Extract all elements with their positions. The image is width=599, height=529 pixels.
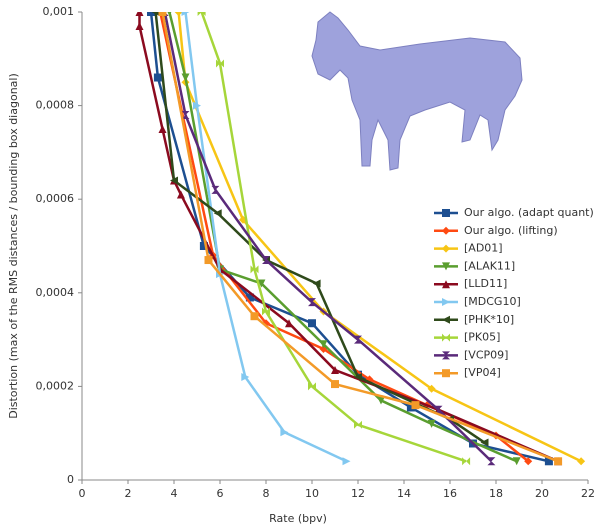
x-tick-label: 4 [171, 487, 178, 500]
legend-label: Our algo. (lifting) [464, 224, 558, 237]
legend-label: [AD01] [464, 242, 503, 255]
x-tick-label: 12 [351, 487, 365, 500]
data-point [159, 8, 167, 16]
data-point [331, 380, 339, 388]
y-tick-label: 0,0006 [36, 192, 75, 205]
data-point [462, 457, 470, 465]
data-point [554, 457, 562, 465]
data-point [343, 457, 351, 465]
legend-label: [VP04] [464, 366, 501, 379]
legend-label: [VCP09] [464, 348, 508, 361]
x-tick-label: 18 [489, 487, 503, 500]
x-tick-label: 2 [125, 487, 132, 500]
data-point [354, 421, 362, 429]
legend-label: [PK05] [464, 331, 500, 344]
legend-label: [LLD11] [464, 277, 507, 290]
legend-label: [PHK*10] [464, 313, 514, 326]
x-tick-label: 6 [217, 487, 224, 500]
data-point [177, 191, 185, 199]
data-point [251, 312, 259, 320]
data-point [308, 319, 316, 327]
data-point [308, 382, 316, 390]
horse-image [312, 12, 522, 170]
data-point [136, 22, 144, 30]
y-tick-label: 0,0004 [36, 286, 75, 299]
x-tick-label: 16 [443, 487, 457, 500]
data-point [154, 74, 162, 82]
x-tick-label: 14 [397, 487, 411, 500]
data-point [487, 457, 495, 465]
y-tick-label: 0,001 [43, 5, 75, 18]
x-tick-label: 22 [581, 487, 595, 500]
x-tick-label: 20 [535, 487, 549, 500]
data-point [211, 186, 219, 194]
data-point [175, 8, 183, 16]
y-tick-label: 0,0008 [36, 99, 75, 112]
data-point [577, 457, 585, 465]
legend-label: [MDCG10] [464, 295, 521, 308]
legend-swatch-marker [442, 369, 450, 377]
legend-label: [ALAK11] [464, 259, 515, 272]
x-axis-label: Rate (bpv) [269, 512, 327, 525]
data-point [205, 256, 213, 264]
data-point [136, 8, 144, 16]
y-axis-label: Distortion (max of the RMS distances / b… [7, 73, 20, 419]
x-tick-label: 0 [79, 487, 86, 500]
legend-label: Our algo. (adapt quant) [464, 206, 594, 219]
x-tick-label: 8 [263, 487, 270, 500]
y-tick-label: 0,0002 [36, 379, 75, 392]
x-tick-label: 10 [305, 487, 319, 500]
y-tick-label: 0 [67, 473, 74, 486]
data-point [280, 428, 288, 436]
chart: Rate (bpv) Distortion (max of the RMS di… [0, 0, 599, 529]
data-point [159, 125, 167, 133]
data-point [182, 74, 190, 82]
legend-swatch-marker [442, 209, 450, 217]
data-point [412, 401, 420, 409]
